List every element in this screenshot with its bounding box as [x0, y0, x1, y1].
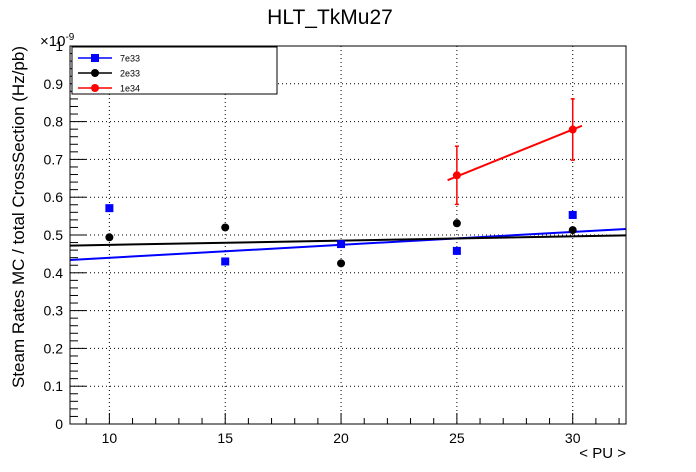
y-tick-label: 0.3: [44, 303, 64, 319]
y-axis-exponent: ×10-9: [40, 32, 75, 50]
error-bars: [454, 98, 575, 206]
x-tick-label: 30: [565, 430, 581, 446]
x-axis-label: < PU >: [579, 445, 626, 462]
y-tick-label: 0.9: [44, 76, 64, 92]
x-tick-label: 25: [449, 430, 465, 446]
data-point-7e33: [337, 240, 346, 249]
y-tick-label: 0: [55, 416, 63, 432]
legend: 7e33 2e33 1e34: [71, 46, 278, 95]
x-tick-label: 10: [102, 430, 118, 446]
data-point-2e33: [221, 223, 230, 232]
fit-line-7e33: [69, 227, 627, 261]
legend-label: 2e33: [120, 69, 140, 79]
x-tick-label: 20: [333, 430, 349, 446]
legend-marker: [91, 54, 99, 62]
legend-label: 1e34: [120, 84, 140, 94]
y-tick-label: 0.2: [44, 340, 64, 356]
y-tick-label: 0.1: [44, 378, 64, 394]
fit-lines: [69, 124, 627, 261]
data-point-2e33: [105, 233, 114, 242]
data-point-2e33: [337, 259, 346, 268]
data-points: [105, 125, 577, 268]
legend-box: [71, 46, 278, 95]
data-point-7e33: [452, 246, 461, 255]
legend-marker: [91, 84, 99, 92]
y-tick-label: 1: [55, 38, 63, 54]
y-tick-label: 0.7: [44, 151, 64, 167]
grid: [70, 46, 626, 424]
data-point-7e33: [568, 210, 577, 219]
legend-marker: [91, 69, 99, 77]
fit-line-2e33: [69, 234, 627, 247]
data-point-1e34: [452, 171, 461, 180]
x-tick-label: 15: [217, 430, 233, 446]
y-axis: 0 0.1 0.2 0.3 0.4 0.5 0.6 0.7 0.8 0.9 1: [44, 38, 86, 432]
legend-label: 7e33: [120, 54, 140, 64]
y-tick-label: 0.5: [44, 227, 64, 243]
y-tick-label: 0.6: [44, 189, 64, 205]
data-point-7e33: [221, 257, 230, 266]
data-point-2e33: [452, 219, 461, 228]
x-axis: 10 15 20 25 30: [85, 413, 620, 446]
y-axis-label: Steam Rates MC / total CrossSection (Hz/…: [9, 46, 28, 388]
data-point-2e33: [568, 226, 577, 235]
y-tick-label: 0.8: [44, 114, 64, 130]
fit-line-1e34: [447, 124, 583, 182]
data-point-7e33: [105, 204, 114, 213]
chart-title: HLT_TkMu27: [267, 6, 393, 29]
data-point-1e34: [568, 125, 577, 134]
y-tick-label: 0.4: [44, 265, 64, 281]
